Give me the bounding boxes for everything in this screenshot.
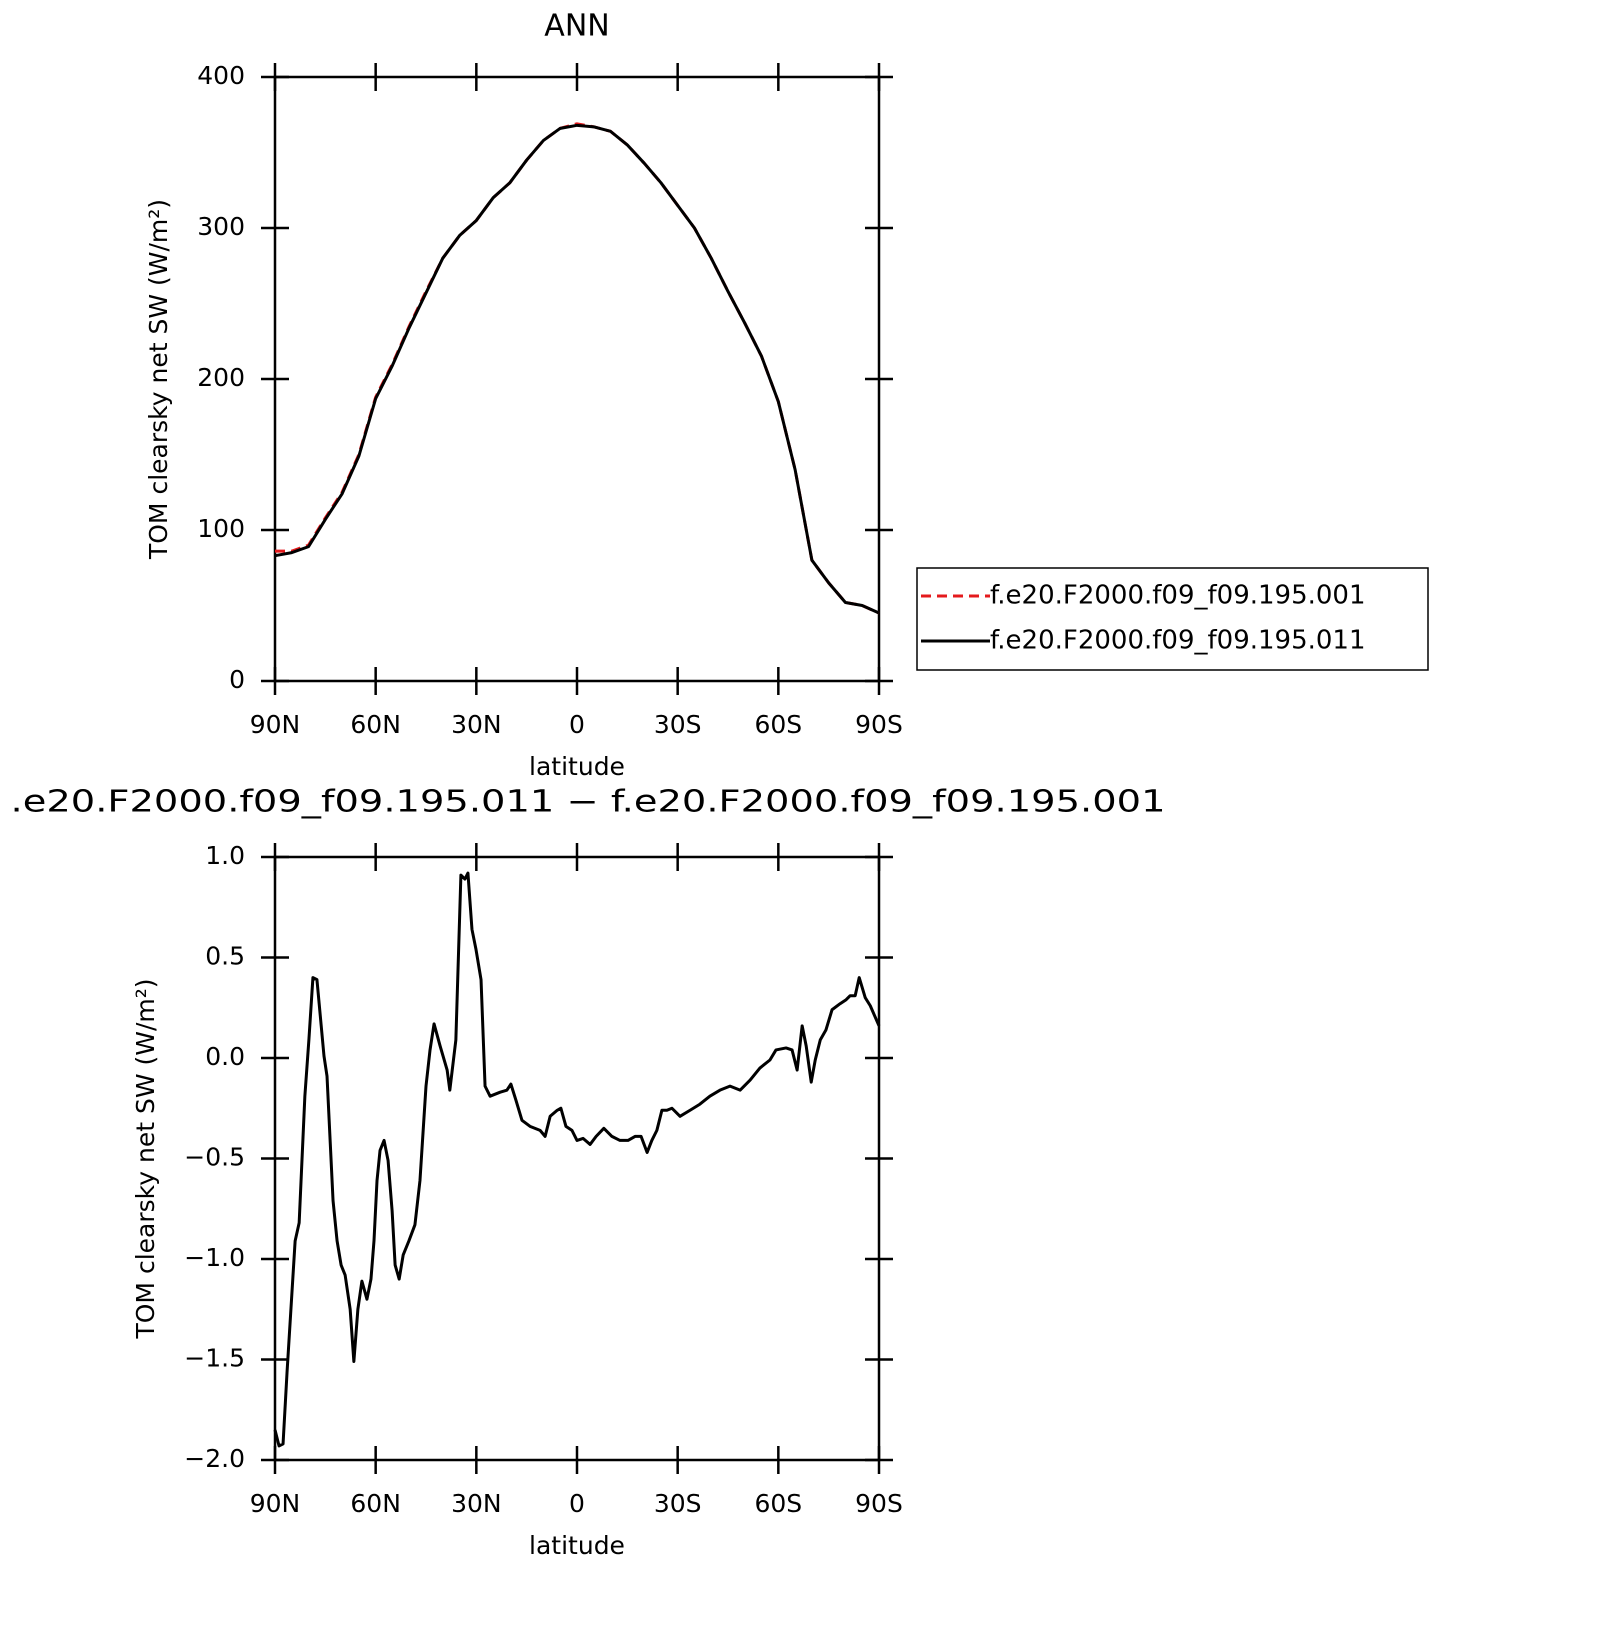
x-tick-label: 90N — [250, 1489, 301, 1518]
x-tick-label: 90S — [855, 1489, 903, 1518]
x-axis-label: latitude — [529, 752, 625, 781]
data-line — [273, 871, 881, 1448]
x-tick-label: 30S — [654, 1489, 702, 1518]
data-line — [274, 123, 880, 615]
y-tick-label: −0.5 — [184, 1143, 245, 1172]
data-line — [275, 122, 880, 615]
y-tick-label: −1.5 — [184, 1344, 245, 1373]
x-axis-label: latitude — [529, 1531, 625, 1560]
y-tick-label: 100 — [197, 514, 245, 543]
y-tick-label: 0.5 — [205, 942, 245, 971]
y-tick-label: 200 — [197, 363, 245, 392]
x-tick-label: 0 — [569, 1489, 585, 1518]
legend-label: f.e20.F2000.f09_f09.195.011 — [990, 626, 1366, 656]
x-tick-label: 60S — [754, 1489, 802, 1518]
x-tick-label: 60S — [754, 710, 802, 739]
y-tick-label: 300 — [197, 212, 245, 241]
legend-box — [916, 567, 1429, 671]
x-tick-label: 0 — [569, 710, 585, 739]
x-tick-label: 60N — [350, 1489, 401, 1518]
x-tick-label: 30S — [654, 710, 702, 739]
chart-title: .e20.F2000.f09_f09.195.011 − f.e20.F2000… — [11, 785, 1166, 820]
x-tick-label: 30N — [451, 710, 502, 739]
y-tick-label: 400 — [197, 61, 245, 90]
y-tick-label: 0.0 — [205, 1042, 245, 1071]
x-tick-label: 90N — [250, 710, 301, 739]
x-tick-label: 30N — [451, 1489, 502, 1518]
y-axis-label: TOM clearsky net SW (W/m²) — [131, 978, 160, 1339]
y-tick-label: 0 — [229, 665, 245, 694]
y-tick-label: −2.0 — [184, 1444, 245, 1473]
plot-frame — [273, 75, 881, 683]
y-axis-label: TOM clearsky net SW (W/m²) — [144, 199, 173, 560]
x-tick-label: 60N — [350, 710, 401, 739]
y-tick-label: −1.0 — [184, 1243, 245, 1272]
plot-frame — [273, 855, 881, 1462]
x-tick-label: 90S — [855, 710, 903, 739]
chart-title: ANN — [544, 9, 609, 44]
y-tick-label: 1.0 — [205, 841, 245, 870]
legend-label: f.e20.F2000.f09_f09.195.001 — [990, 581, 1366, 611]
